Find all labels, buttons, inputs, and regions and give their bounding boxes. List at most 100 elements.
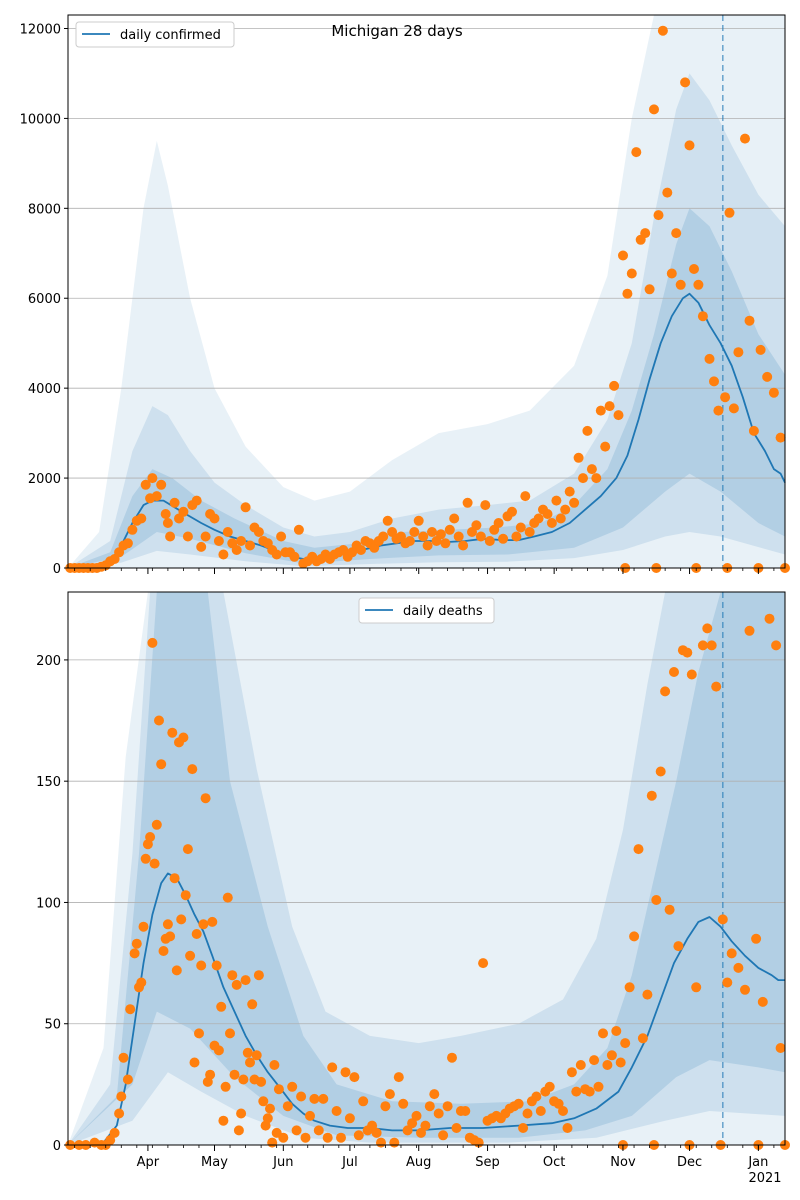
data-point [378,531,389,542]
data-point [702,623,713,634]
deaths-legend: daily deaths [358,597,495,624]
data-point [165,531,176,542]
x-tick-label: Nov [610,1155,636,1170]
data-point [131,938,142,949]
data-point [253,970,264,981]
year-label: 2021 [748,1171,781,1186]
data-point [653,210,664,221]
data-point [384,1089,395,1100]
data-point [553,1098,564,1109]
x-tick-label: Sep [475,1155,500,1170]
data-point [287,1081,298,1092]
confirmed-tick-labels: 0 2000 4000 6000 8000 10000 12000 [20,22,775,577]
data-point [562,1123,573,1133]
data-point [231,545,242,555]
data-point [122,1074,133,1085]
y-tick-label: 100 [36,896,61,911]
data-point [598,1028,608,1039]
data-point [675,279,686,290]
data-point [331,1106,342,1116]
data-point [673,941,684,952]
data-point [740,984,750,995]
y-tick-label: 12000 [20,22,61,37]
data-point [744,315,755,326]
data-point [655,766,666,777]
data-point [551,495,562,506]
data-point [265,1103,275,1114]
data-point [449,513,460,524]
data-point [533,513,544,524]
data-point [440,538,451,549]
data-point [358,1096,369,1107]
data-point [240,975,251,986]
band-outer [68,15,785,568]
data-point [713,405,724,416]
data-point [191,929,202,939]
data-point [429,1089,440,1100]
data-point [256,1076,267,1087]
data-point [435,529,446,540]
data-point [717,914,728,925]
data-point [409,527,420,537]
data-point [318,1093,329,1104]
data-point [140,479,151,490]
data-point [162,919,173,930]
data-point [471,520,482,531]
data-point [458,540,469,551]
data-point [680,77,691,88]
y-tick-label: 10000 [20,112,61,127]
data-point [558,1106,568,1116]
data-point [125,1004,136,1015]
legend-label: daily confirmed [120,28,221,43]
data-point [376,1137,386,1148]
data-point [180,890,191,901]
data-point [380,1101,391,1112]
data-point [649,104,659,115]
data-point [382,515,393,526]
data-point [276,531,287,542]
data-point [578,473,588,484]
data-point [622,288,633,299]
data-point [293,524,304,535]
data-point [604,401,615,412]
data-point [273,1084,284,1095]
data-point [744,625,755,636]
data-point [462,497,473,508]
data-point [154,715,164,726]
data-point [771,640,782,651]
data-point [740,133,750,144]
data-point [764,613,775,624]
data-point [595,405,606,416]
data-point [726,948,737,959]
data-point [136,513,147,524]
deaths-panel: 0 50 100 150 200 Apr May Jun Jul Aug Sep Oct Nov Dec J… [36,591,790,1186]
data-point [105,1135,116,1146]
data-point [566,1067,577,1078]
deaths-tick-labels: 0 50 100 150 200 Apr May Jun Jul Aug Sep Oct Nov Dec J… [36,654,775,1170]
data-point [453,531,464,542]
data-point [520,491,531,502]
confirmed-panel: 0 2000 4000 6000 8000 10000 12000 Michigan 28 … [20,14,790,577]
confirmed-axes [67,14,786,569]
data-point [613,410,624,421]
x-tick-label: Jun [272,1155,293,1170]
legend-box [358,597,495,624]
data-point [442,1101,453,1112]
data-point [586,464,597,475]
data-point [498,533,509,544]
data-point [218,1115,229,1126]
data-point [156,479,167,490]
data-point [178,506,189,517]
band-middle [68,592,785,1145]
data-point [427,527,437,537]
data-point [340,1067,351,1078]
data-point [242,1047,253,1058]
y-tick-label: 50 [44,1018,61,1033]
data-point [291,1125,302,1136]
data-point [129,948,140,959]
data-point [262,1113,273,1124]
data-point [640,228,651,239]
data-point [682,647,693,658]
data-point [733,347,744,358]
